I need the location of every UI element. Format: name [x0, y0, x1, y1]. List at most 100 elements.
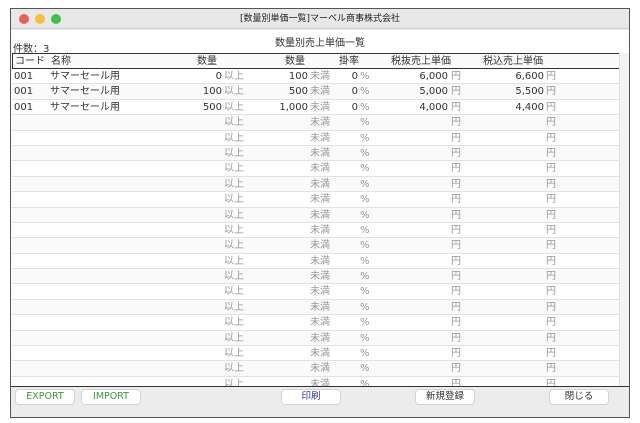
table-row[interactable]: 以上 未満% 円 円 [12, 330, 620, 347]
unit-label: 以上 [224, 209, 244, 221]
unit-label: 円 [451, 194, 461, 206]
window-title: [数量別単価一覧]マーベル商事株式会社 [239, 14, 401, 24]
import-button[interactable]: IMPORT [81, 389, 141, 405]
table-row[interactable]: 001 サマーセール用 0 100 0 6,000 6,600 以上 未満% 円 円 [12, 69, 620, 85]
unit-label: 円 [451, 147, 461, 159]
unit-label: 円 [546, 255, 556, 267]
cell-qty-from: 0 [215, 71, 222, 82]
cell-taxed-price: 5,500 [515, 86, 544, 98]
unit-label: 円 [451, 363, 461, 375]
table-row[interactable]: 以上 未満% 円 円 [12, 145, 620, 162]
minimize-window-button[interactable] [35, 14, 45, 24]
window: [数量別単価一覧]マーベル商事株式会社 数量別売上単価一覧 件数：3 コード 名… [10, 8, 630, 418]
unit-label: 以上 [224, 101, 244, 113]
unit-label: 未満 [310, 317, 330, 329]
unit-label: 未満 [310, 163, 330, 175]
cell-qty-to: 100 [288, 71, 308, 82]
table-row[interactable]: 001 サマーセール用 500 1,000 0 4,000 4,400 以上 未満% 円 円 [12, 99, 620, 116]
unit-label: 以上 [224, 286, 244, 298]
table-row[interactable]: 以上 未満% 円 円 [12, 315, 620, 331]
close-window-button[interactable] [19, 14, 29, 24]
unit-label: 未満 [310, 255, 330, 267]
scrollbar[interactable] [619, 53, 629, 386]
table-row[interactable]: 以上 未満% 円 円 [12, 284, 620, 300]
unit-label: % [360, 286, 370, 298]
unit-label: 以上 [224, 147, 244, 159]
unit-label: 未満 [310, 132, 330, 144]
col-price: 税抜売上単価 [391, 56, 451, 67]
unit-label: 未満 [310, 209, 330, 221]
unit-label: 円 [451, 132, 461, 144]
unit-label: 円 [546, 209, 556, 221]
unit-label: % [360, 240, 370, 252]
table-row[interactable]: 以上 未満% 円 円 [12, 115, 620, 131]
table-row[interactable]: 以上 未満% 円 円 [12, 361, 620, 377]
table-row[interactable]: 以上 未満% 円 円 [12, 269, 620, 285]
cell-price: 5,000 [419, 86, 448, 98]
page-title: 数量別売上単価一覧 [275, 38, 365, 49]
unit-label: 未満 [310, 101, 330, 113]
unit-label: % [360, 101, 370, 113]
table-row[interactable]: 以上 未満% 円 円 [12, 376, 620, 386]
cell-price: 4,000 [419, 101, 448, 113]
unit-label: 以上 [224, 194, 244, 206]
unit-label: 以上 [224, 132, 244, 144]
export-button[interactable]: EXPORT [15, 389, 75, 405]
table-row[interactable]: 001 サマーセール用 100 500 0 5,000 5,500 以上 未満% 円 円 [12, 84, 620, 100]
table-row[interactable]: 以上 未満% 円 円 [12, 130, 620, 146]
unit-label: % [360, 271, 370, 283]
table-row[interactable]: 以上 未満% 円 円 [12, 207, 620, 223]
unit-label: 以上 [224, 271, 244, 283]
table-row[interactable]: 以上 未満% 円 円 [12, 222, 620, 239]
unit-label: % [360, 255, 370, 267]
unit-label: 円 [451, 286, 461, 298]
table-row[interactable]: 以上 未満% 円 円 [12, 253, 620, 270]
unit-label: 円 [451, 255, 461, 267]
unit-label: 以上 [224, 163, 244, 175]
cell-taxed-price: 6,600 [515, 71, 544, 82]
cell-qty-from: 100 [202, 86, 222, 98]
unit-label: 円 [451, 301, 461, 313]
unit-label: 以上 [224, 301, 244, 313]
print-button[interactable]: 印刷 [281, 389, 341, 405]
unit-label: 以上 [224, 240, 244, 252]
footer: EXPORT IMPORT 印刷 新規登録 閉じる [11, 386, 629, 417]
unit-label: 円 [546, 317, 556, 329]
table-row[interactable]: 以上 未満% 円 円 [12, 346, 620, 362]
unit-label: % [360, 348, 370, 360]
cell-taxed-price: 4,400 [515, 101, 544, 113]
unit-label: 円 [546, 286, 556, 298]
table-row[interactable]: 以上 未満% 円 円 [12, 161, 620, 177]
unit-label: 未満 [310, 332, 330, 344]
unit-label: 円 [546, 378, 556, 386]
table-row[interactable]: 以上 未満% 円 円 [12, 299, 620, 316]
table-row[interactable]: 以上 未満% 円 円 [12, 238, 620, 254]
cell-rate: 0 [351, 71, 358, 82]
cell-price: 6,000 [419, 71, 448, 82]
unit-label: % [360, 86, 370, 98]
unit-label: 円 [451, 117, 461, 129]
unit-label: % [360, 317, 370, 329]
table-row[interactable]: 以上 未満% 円 円 [12, 176, 620, 193]
unit-label: 円 [546, 101, 556, 113]
table-body: 001 サマーセール用 0 100 0 6,000 6,600 以上 未満% 円円 001 サマーセー… [12, 69, 620, 386]
unit-label: 未満 [310, 301, 330, 313]
new-registration-button[interactable]: 新規登録 [415, 389, 475, 405]
cell-name: サマーセール用 [50, 71, 120, 82]
unit-label: 円 [451, 101, 461, 113]
unit-label: 円 [451, 271, 461, 283]
unit-label: 以上 [224, 255, 244, 267]
unit-label: 未満 [310, 147, 330, 159]
unit-label: % [360, 363, 370, 375]
unit-label: % [360, 301, 370, 313]
table-row[interactable]: 以上 未満% 円 円 [12, 192, 620, 208]
col-code: コード [15, 56, 45, 67]
unit-label: 円 [546, 147, 556, 159]
unit-label: 未満 [310, 86, 330, 98]
cell-qty-to: 500 [288, 86, 308, 98]
close-button[interactable]: 閉じる [549, 389, 609, 405]
cell-code: 001 [14, 101, 34, 113]
zoom-window-button[interactable] [51, 14, 61, 24]
unit-label: 円 [451, 378, 461, 386]
unit-label: % [360, 209, 370, 221]
